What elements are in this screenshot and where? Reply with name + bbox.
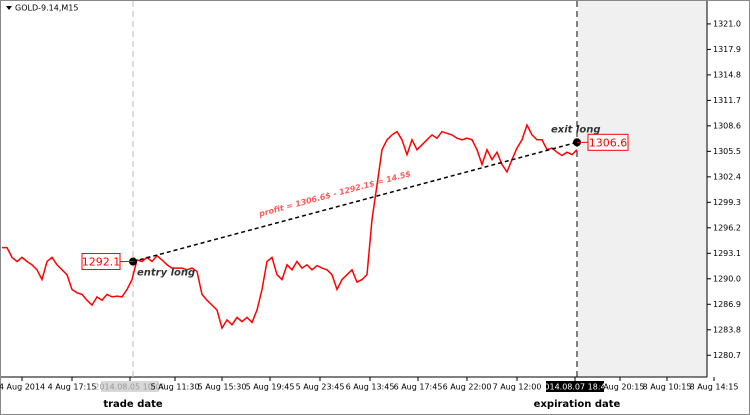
y-tick-label: 1302.4: [713, 172, 741, 181]
y-tick-label: 1311.7: [713, 96, 741, 105]
y-tick-label: 1317.9: [713, 45, 741, 54]
y-tick-label: 1286.9: [713, 300, 741, 309]
y-tick-label: 1283.8: [713, 325, 741, 334]
x-tick-label: 6 Aug 13:45: [346, 383, 395, 392]
y-tick-label: 1321.0: [713, 19, 741, 28]
x-tick-label: 5 Aug 11:30: [151, 383, 200, 392]
x-tick-label: 5 Aug 15:30: [198, 383, 247, 392]
future-area: [578, 1, 707, 377]
x-tick-label: 2014.08.05 10:00: [94, 383, 165, 392]
x-tick-label: 8 Aug 10:15: [643, 383, 692, 392]
expiration-date-label: expiration date: [534, 399, 621, 410]
x-tick-label: 6 Aug 17:45: [394, 383, 443, 392]
exit-label: exit long: [551, 124, 601, 135]
y-tick-label: 1308.6: [713, 121, 741, 130]
x-tick-label: 4 Aug 17:15: [48, 383, 97, 392]
entry-price: 1292.1: [82, 256, 121, 269]
entry-price-box: [81, 253, 121, 271]
expiration-highlight: [546, 381, 604, 392]
x-tick-label: 5 Aug 23:45: [296, 383, 345, 392]
symbol-title: GOLD-9.14,M15: [15, 4, 78, 13]
y-tick-label: 1299.3: [713, 198, 741, 207]
x-tick-label: 6 Aug 22:00: [443, 383, 492, 392]
y-tick-label: 1290.0: [713, 274, 741, 283]
y-tick-label: 1296.2: [713, 223, 741, 232]
x-tick-label: 8 Aug 14:15: [690, 383, 739, 392]
y-tick-label: 1293.1: [713, 249, 741, 258]
price-line: [2, 123, 578, 330]
trade-date-highlight: [101, 381, 159, 392]
exit-price-box: [587, 133, 629, 151]
y-tick-label: 1314.8: [713, 70, 741, 79]
x-tick-label: 7 Aug 12:00: [493, 383, 542, 392]
x-tick-label: 4 Aug 2014: [0, 383, 45, 392]
trade-date-label: trade date: [103, 399, 163, 410]
y-tick-label: 1280.7: [713, 351, 741, 360]
y-tick-label: 1305.5: [713, 147, 741, 156]
menu-triangle[interactable]: [6, 6, 12, 10]
x-tick-label: 2014.08.07 18:45: [539, 383, 610, 392]
entry-label: entry long: [137, 268, 195, 279]
x-tick-label: 7 Aug 20:15: [596, 383, 645, 392]
exit-price: 1306.6: [589, 136, 628, 149]
x-tick-label: 5 Aug 19:45: [246, 383, 295, 392]
